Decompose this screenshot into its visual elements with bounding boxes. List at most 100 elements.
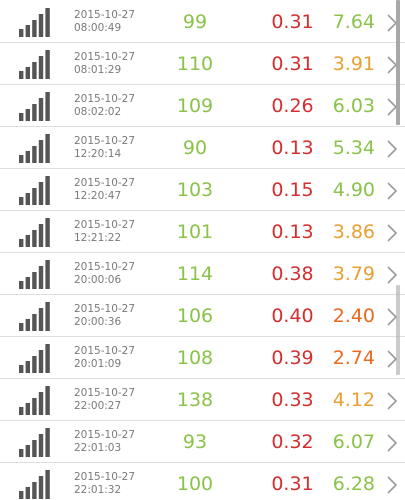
signal-bars-icon — [19, 385, 51, 415]
time-text: 20:01:09 — [74, 358, 122, 370]
value-1: 103 — [176, 179, 214, 201]
date-text: 2015-10-27 — [74, 345, 136, 357]
date-text: 2015-10-27 — [74, 261, 136, 273]
value-2: 0.31 — [271, 53, 314, 75]
value-2: 0.26 — [271, 95, 314, 117]
value-2: 0.33 — [271, 389, 314, 411]
datetime: 2015-10-27 12:21:22 — [74, 219, 135, 245]
chevron-right-icon[interactable] — [386, 392, 398, 410]
datetime: 2015-10-27 12:20:14 — [74, 135, 135, 161]
list-item[interactable]: 2015-10-27 12:20:47 103 0.15 4.90 — [0, 170, 405, 211]
list-item[interactable]: 2015-10-27 20:01:09 108 0.39 2.74 — [0, 338, 405, 379]
value-3: 3.86 — [332, 221, 375, 243]
list-item[interactable]: 2015-10-27 20:00:36 106 0.40 2.40 — [0, 296, 405, 337]
date-text: 2015-10-27 — [74, 93, 136, 105]
list-item[interactable]: 2015-10-27 20:00:06 114 0.38 3.79 — [0, 254, 405, 295]
time-text: 22:01:03 — [74, 442, 122, 454]
datetime: 2015-10-27 08:01:29 — [74, 51, 135, 77]
list-item[interactable]: 2015-10-27 12:20:14 90 0.13 5.34 — [0, 128, 405, 169]
value-3: 6.28 — [332, 473, 375, 495]
signal-bars-icon — [19, 91, 51, 121]
datetime: 2015-10-27 12:20:47 — [74, 177, 135, 203]
value-1: 101 — [176, 221, 214, 243]
date-text: 2015-10-27 — [74, 471, 136, 483]
scrollbar-lower[interactable] — [396, 285, 400, 375]
date-text: 2015-10-27 — [74, 51, 136, 63]
signal-bars-icon — [19, 7, 51, 37]
chevron-right-icon[interactable] — [386, 476, 398, 494]
time-text: 08:00:49 — [74, 22, 122, 34]
value-1: 138 — [176, 389, 214, 411]
chevron-right-icon[interactable] — [386, 140, 398, 158]
list-item[interactable]: 2015-10-27 08:00:49 99 0.31 7.64 — [0, 2, 405, 43]
date-text: 2015-10-27 — [74, 9, 136, 21]
signal-bars-icon — [19, 427, 51, 457]
time-text: 20:00:36 — [74, 316, 122, 328]
value-1: 109 — [176, 95, 214, 117]
datetime: 2015-10-27 08:02:02 — [74, 93, 135, 119]
time-text: 20:00:06 — [74, 274, 122, 286]
value-2: 0.15 — [271, 179, 314, 201]
signal-bars-icon — [19, 217, 51, 247]
list-item[interactable]: 2015-10-27 22:01:03 93 0.32 6.07 — [0, 422, 405, 463]
value-3: 2.74 — [332, 347, 375, 369]
value-1: 90 — [182, 137, 208, 159]
value-3: 5.34 — [332, 137, 375, 159]
time-text: 08:01:29 — [74, 64, 122, 76]
value-3: 2.40 — [332, 305, 375, 327]
chevron-right-icon[interactable] — [386, 182, 398, 200]
value-2: 0.32 — [271, 431, 314, 453]
time-text: 22:01:32 — [74, 484, 122, 496]
value-2: 0.13 — [271, 137, 314, 159]
list-item[interactable]: 2015-10-27 08:02:02 109 0.26 6.03 — [0, 86, 405, 127]
signal-bars-icon — [19, 133, 51, 163]
signal-bars-icon — [19, 175, 51, 205]
chevron-right-icon[interactable] — [386, 266, 398, 284]
value-3: 6.07 — [332, 431, 375, 453]
date-text: 2015-10-27 — [74, 387, 136, 399]
value-1: 93 — [182, 431, 208, 453]
list-item[interactable]: 2015-10-27 12:21:22 101 0.13 3.86 — [0, 212, 405, 253]
datetime: 2015-10-27 20:01:09 — [74, 345, 135, 371]
list-item[interactable]: 2015-10-27 08:01:29 110 0.31 3.91 — [0, 44, 405, 85]
chevron-right-icon[interactable] — [386, 224, 398, 242]
time-text: 08:02:02 — [74, 106, 122, 118]
value-3: 7.64 — [332, 11, 375, 33]
value-2: 0.31 — [271, 473, 314, 495]
datetime: 2015-10-27 08:00:49 — [74, 9, 135, 35]
time-text: 12:20:47 — [74, 190, 122, 202]
date-text: 2015-10-27 — [74, 177, 136, 189]
value-2: 0.13 — [271, 221, 314, 243]
value-2: 0.31 — [271, 11, 314, 33]
value-3: 3.79 — [332, 263, 375, 285]
list-item[interactable]: 2015-10-27 22:01:32 100 0.31 6.28 — [0, 464, 405, 500]
date-text: 2015-10-27 — [74, 219, 136, 231]
time-text: 12:20:14 — [74, 148, 122, 160]
scrollbar[interactable] — [396, 0, 400, 125]
list-item[interactable]: 2015-10-27 22:00:27 138 0.33 4.12 — [0, 380, 405, 421]
value-1: 108 — [176, 347, 214, 369]
date-text: 2015-10-27 — [74, 429, 136, 441]
time-text: 22:00:27 — [74, 400, 122, 412]
value-2: 0.40 — [271, 305, 314, 327]
value-1: 100 — [176, 473, 214, 495]
value-1: 106 — [176, 305, 214, 327]
date-text: 2015-10-27 — [74, 303, 136, 315]
signal-bars-icon — [19, 343, 51, 373]
chevron-right-icon[interactable] — [386, 434, 398, 452]
value-3: 4.90 — [332, 179, 375, 201]
datetime: 2015-10-27 22:00:27 — [74, 387, 135, 413]
signal-bars-icon — [19, 259, 51, 289]
value-3: 4.12 — [332, 389, 375, 411]
datetime: 2015-10-27 22:01:03 — [74, 429, 135, 455]
value-1: 110 — [176, 53, 214, 75]
signal-bars-icon — [19, 469, 51, 499]
date-text: 2015-10-27 — [74, 135, 136, 147]
datetime: 2015-10-27 22:01:32 — [74, 471, 135, 497]
value-2: 0.38 — [271, 263, 314, 285]
value-1: 99 — [182, 11, 208, 33]
value-3: 6.03 — [332, 95, 375, 117]
datetime: 2015-10-27 20:00:06 — [74, 261, 135, 287]
signal-bars-icon — [19, 49, 51, 79]
